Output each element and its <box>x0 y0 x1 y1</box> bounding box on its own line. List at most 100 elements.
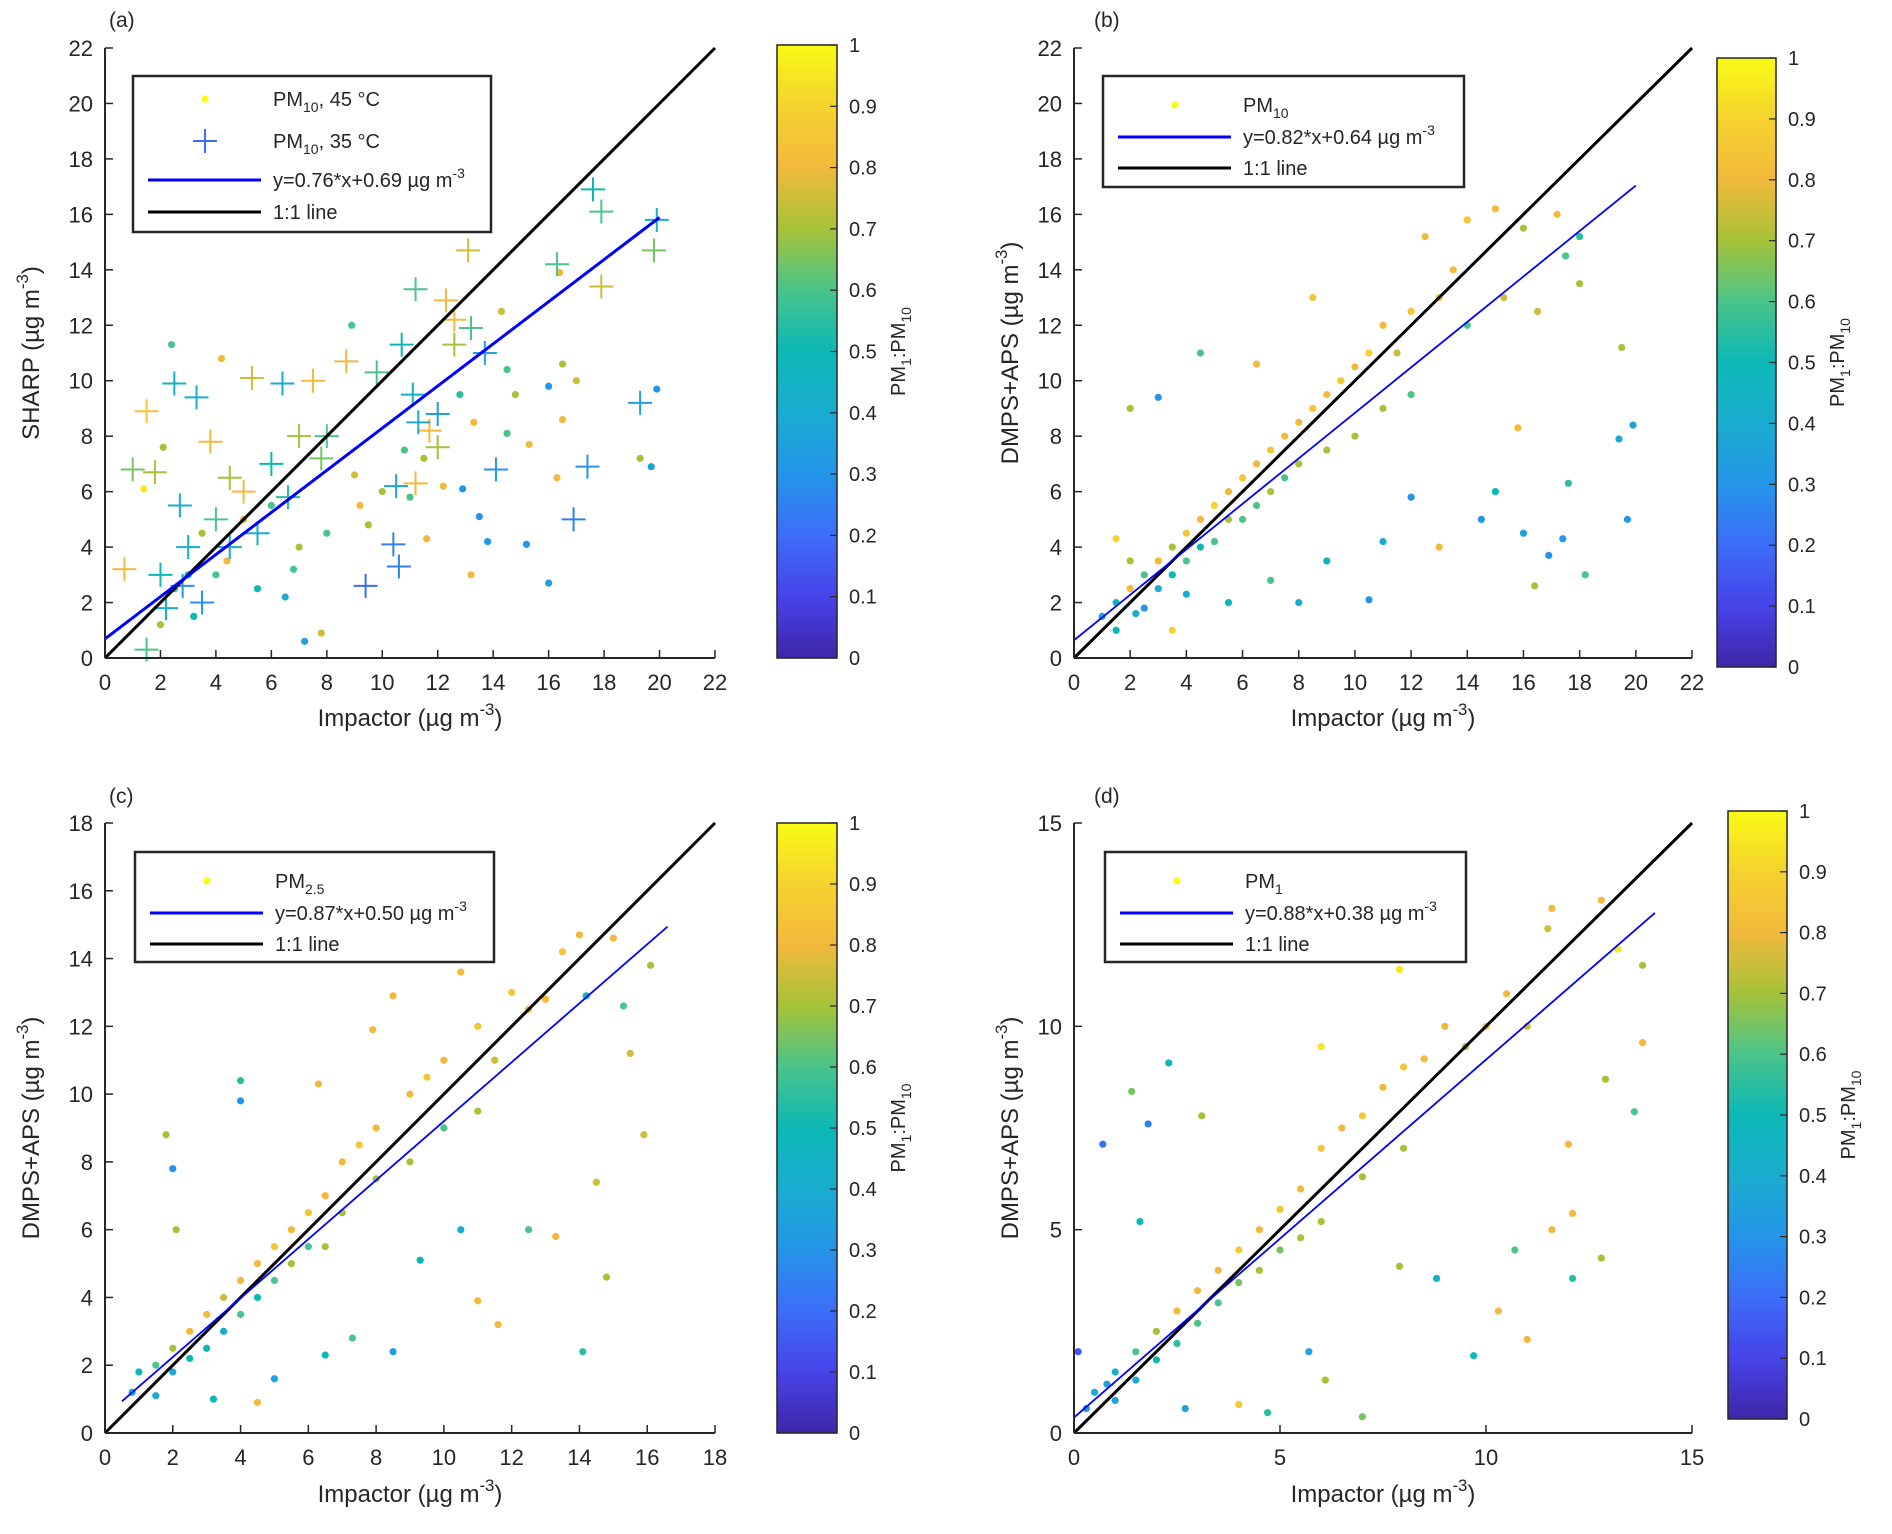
data-point <box>1074 1348 1082 1356</box>
data-point <box>1365 596 1373 604</box>
data-point <box>1112 626 1120 634</box>
data-point <box>159 443 167 451</box>
data-point <box>1379 321 1387 329</box>
data-point <box>1276 1246 1284 1254</box>
data-point <box>1309 293 1317 302</box>
data-point <box>364 521 373 529</box>
cross-point <box>389 332 414 357</box>
subscript: 10 <box>1848 1070 1864 1086</box>
cross-point <box>231 479 256 504</box>
data-point <box>503 366 511 374</box>
data-point <box>1358 1413 1366 1421</box>
superscript: -3 <box>479 700 494 719</box>
data-point <box>1323 446 1331 454</box>
data-point <box>423 1073 431 1081</box>
colorbar-tick-label: 0.1 <box>1788 596 1816 618</box>
text-segment: y=0.76*x+0.69 µg m <box>273 170 452 192</box>
cross-point <box>167 493 192 518</box>
x-tick-label: 2 <box>1124 670 1136 695</box>
cross-point <box>245 521 270 546</box>
data-point <box>1544 925 1552 933</box>
data-point <box>1152 1327 1160 1335</box>
colorbar-tick-label: 0.3 <box>849 464 877 486</box>
data-point <box>439 482 447 490</box>
data-point <box>440 1124 448 1132</box>
cross-point <box>544 252 569 277</box>
data-point <box>152 1361 160 1369</box>
cross-point <box>628 390 653 415</box>
data-point <box>525 1226 533 1234</box>
colorbar-tick-label: 0.5 <box>849 1118 877 1140</box>
text-segment: PM <box>275 871 305 893</box>
data-point <box>1173 1339 1181 1348</box>
y-tick-label: 16 <box>69 879 93 904</box>
text-segment: , 35 °C <box>319 131 380 153</box>
x-tick-label: 4 <box>1180 670 1192 695</box>
x-tick-label: 8 <box>321 670 333 695</box>
data-point <box>1112 535 1120 543</box>
cross-point <box>142 460 167 485</box>
cross-point <box>589 199 614 224</box>
cross-point <box>190 590 215 615</box>
data-point <box>253 1293 262 1302</box>
colorbar-tick-label: 0 <box>1788 657 1799 679</box>
data-point <box>1576 280 1584 288</box>
cross-point <box>403 471 428 496</box>
colorbar-tick-label: 0.9 <box>849 96 877 118</box>
data-point <box>1194 1287 1202 1295</box>
text-segment: Impactor (µg m <box>318 1481 480 1508</box>
data-point <box>1407 307 1415 316</box>
data-point <box>1238 474 1247 482</box>
colorbar-tick-label: 0.5 <box>849 342 877 364</box>
cross-point <box>287 424 312 449</box>
x-tick-label: 4 <box>210 670 222 695</box>
data-point <box>511 390 519 399</box>
cross-point <box>334 349 359 374</box>
y-tick-label: 6 <box>1050 480 1062 505</box>
text-segment: 1:1 line <box>1243 158 1308 180</box>
data-point <box>647 961 655 969</box>
data-point <box>484 537 492 546</box>
data-point <box>400 446 409 454</box>
data-point <box>1182 557 1190 565</box>
data-point <box>1351 432 1359 440</box>
cross-point <box>239 365 264 390</box>
y-tick-label: 10 <box>1038 369 1062 394</box>
legend-box <box>131 74 493 234</box>
fit-line <box>121 925 669 1402</box>
data-point <box>1235 1400 1243 1409</box>
cross-point <box>198 429 223 454</box>
one-to-one-line <box>103 46 717 660</box>
data-point <box>1297 1185 1305 1193</box>
data-point <box>1629 421 1637 429</box>
data-point <box>1421 232 1429 241</box>
data-point <box>475 512 483 521</box>
y-tick-label: 4 <box>81 535 93 560</box>
x-tick-label: 14 <box>1455 670 1479 695</box>
data-point <box>338 1158 346 1166</box>
colorbar-tick-label: 0.3 <box>1788 474 1816 496</box>
data-point <box>423 535 431 543</box>
cross-point <box>442 332 467 357</box>
text-segment: ) <box>997 1017 1024 1025</box>
cross-point <box>162 371 187 396</box>
colorbar-tick-label: 0 <box>849 1423 860 1445</box>
cross-point <box>112 557 137 582</box>
y-tick-label: 2 <box>81 591 93 616</box>
colorbar-tick-label: 0.2 <box>1799 1287 1827 1309</box>
data-point <box>1407 493 1415 501</box>
data-point <box>389 992 397 1000</box>
y-tick-label: 0 <box>81 646 93 671</box>
data-point <box>1435 543 1443 551</box>
data-point <box>220 1293 228 1302</box>
x-tick-label: 0 <box>1068 1445 1080 1470</box>
data-point <box>1519 529 1528 537</box>
data-point <box>1491 205 1499 213</box>
text-segment: ) <box>494 1481 502 1508</box>
cross-point <box>270 371 295 396</box>
text-segment: ) <box>1467 705 1475 732</box>
data-point <box>1252 360 1261 368</box>
